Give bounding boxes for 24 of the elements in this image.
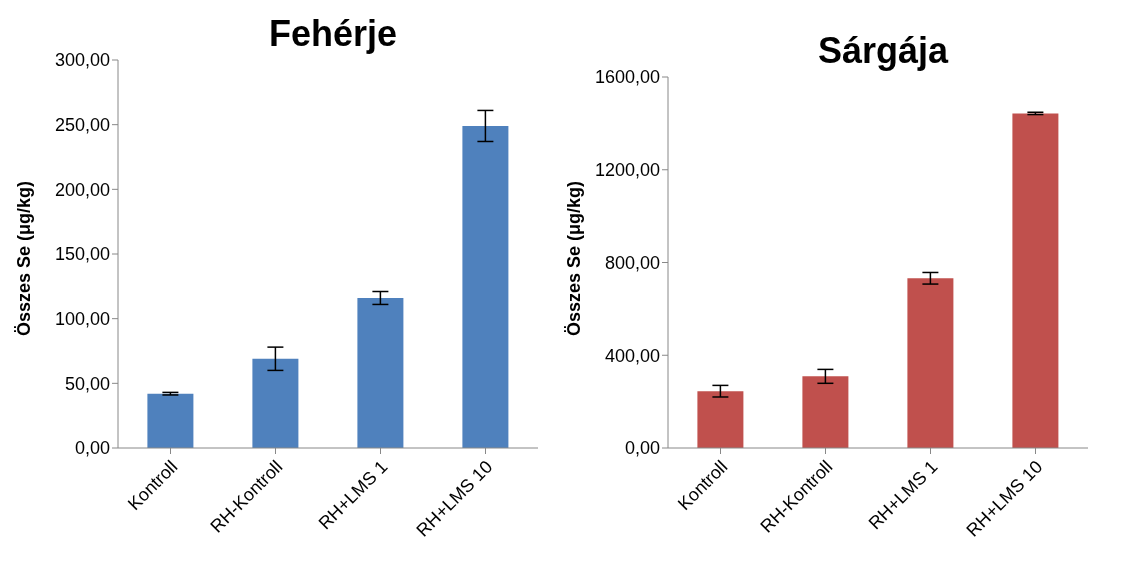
y-tick-label: 800,00 [604, 252, 660, 273]
chart-title: Fehérje [267, 13, 399, 55]
bar [357, 297, 404, 448]
y-tick-label: 1200,00 [594, 160, 660, 181]
y-tick-label: 400,00 [604, 345, 660, 366]
bar [462, 125, 509, 448]
y-tick-label: 0,00 [74, 438, 110, 459]
y-tick-label: 1600,00 [594, 67, 660, 88]
bar [1012, 113, 1059, 448]
bar [907, 278, 954, 448]
bar [802, 376, 849, 448]
y-tick-label: 0,00 [624, 438, 660, 459]
bar [252, 358, 299, 448]
y-tick-label: 250,00 [54, 115, 110, 136]
y-tick-label: 50,00 [64, 373, 110, 394]
y-tick-label: 100,00 [54, 309, 110, 330]
y-tick-label: 300,00 [54, 50, 110, 71]
bar [147, 393, 194, 448]
y-axis-title: Összes Se (μg/kg) [564, 180, 586, 336]
y-tick-label: 200,00 [54, 179, 110, 200]
chart-title: Sárgája [816, 30, 950, 72]
bar [697, 391, 744, 448]
y-tick-label: 150,00 [54, 244, 110, 265]
y-axis-title: Összes Se (μg/kg) [14, 180, 36, 336]
